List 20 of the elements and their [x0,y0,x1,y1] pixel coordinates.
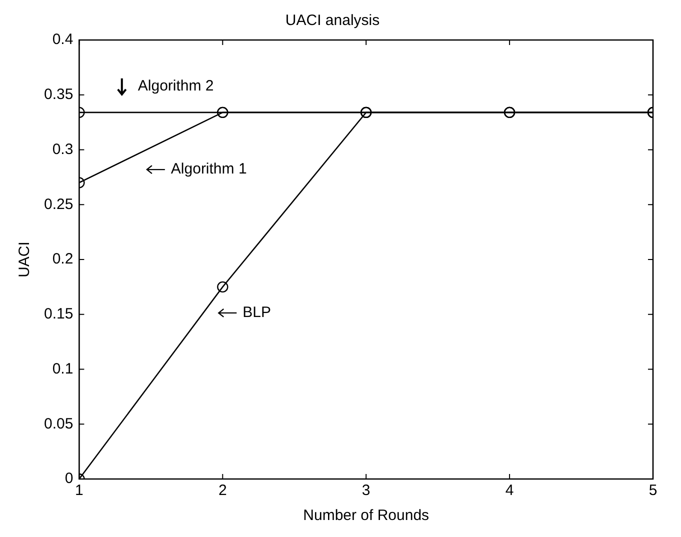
legend-label: BLP [242,304,272,322]
x-tick-label: 4 [505,482,514,500]
y-tick-label: 0.2 [52,250,74,268]
chart-title: UACI analysis [285,12,380,30]
y-tick-label: 0.15 [44,306,74,323]
y-tick-label: 0.3 [52,140,74,158]
y-tick-label: 0.4 [52,31,74,48]
x-tick-label: 1 [75,482,84,500]
x-tick-label: 5 [648,482,658,500]
y-tick-label: 0.05 [44,415,74,432]
legend-label: Algorithm 1 [170,160,247,178]
y-tick-label: 0.35 [44,86,74,104]
y-axis-title: UACI [16,242,34,278]
x-tick-label: 2 [218,482,227,500]
y-tick-label: 0.1 [52,360,74,378]
y-tick-label: 0.25 [44,196,74,213]
legend-label: Algorithm 2 [138,78,214,95]
x-tick-label: 3 [362,482,370,500]
y-tick-label: 0 [64,470,74,488]
x-axis-title: Number of Rounds [303,507,430,524]
